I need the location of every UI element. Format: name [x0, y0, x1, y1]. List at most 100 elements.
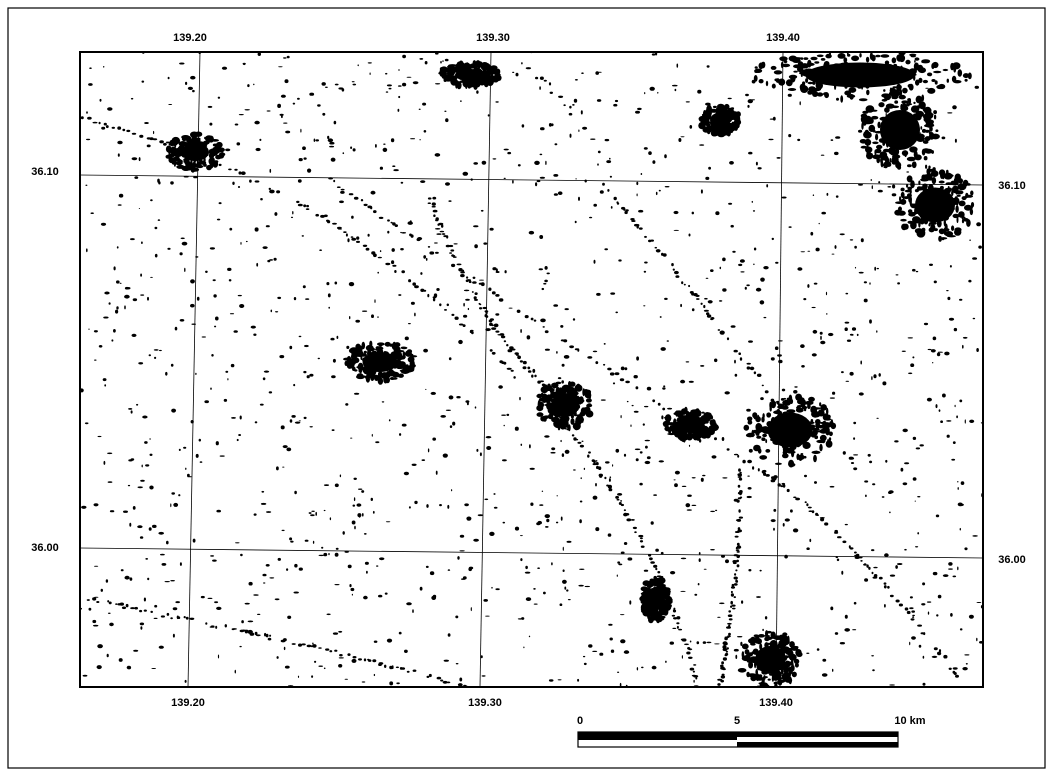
scale-label: 0 — [577, 715, 583, 727]
speckle — [660, 607, 669, 613]
speckle — [107, 600, 109, 602]
speckle — [675, 275, 679, 278]
speckle — [646, 614, 650, 617]
speckle — [471, 331, 474, 334]
speckle — [816, 248, 820, 252]
speckle — [89, 608, 92, 611]
speckle — [253, 84, 254, 86]
speckle — [126, 287, 131, 289]
speckle — [595, 460, 597, 462]
speckle — [225, 624, 227, 627]
speckle — [325, 87, 328, 88]
speckle — [610, 176, 612, 178]
speckle — [820, 435, 827, 441]
speckle — [609, 488, 613, 491]
speckle — [726, 651, 728, 653]
speckle — [133, 650, 138, 652]
speckle — [480, 452, 482, 456]
speckle — [944, 188, 951, 194]
speckle — [112, 127, 115, 129]
speckle — [634, 375, 638, 378]
speckle — [951, 198, 958, 205]
speckle — [287, 56, 290, 59]
speckle — [487, 69, 489, 75]
speckle — [840, 95, 843, 102]
speckle — [420, 272, 422, 275]
speckle — [910, 596, 913, 598]
speckle — [830, 397, 835, 398]
speckle — [750, 367, 755, 371]
speckle — [354, 497, 355, 501]
speckle — [153, 131, 154, 134]
speckle — [812, 451, 821, 454]
speckle — [254, 513, 257, 515]
speckle — [216, 441, 219, 445]
speckle — [704, 298, 708, 300]
speckle — [240, 554, 243, 556]
speckle — [690, 668, 695, 671]
speckle — [911, 636, 916, 639]
speckle — [180, 252, 183, 255]
speckle — [380, 250, 381, 252]
speckle — [635, 449, 641, 451]
speckle — [814, 481, 817, 484]
speckle — [916, 136, 925, 142]
speckle — [772, 675, 774, 680]
speckle — [254, 121, 259, 125]
speckle — [770, 662, 774, 667]
speckle — [562, 453, 564, 457]
speckle — [349, 282, 354, 286]
speckle — [362, 513, 364, 517]
speckle — [758, 468, 760, 471]
speckle — [408, 323, 411, 324]
speckle — [628, 557, 633, 560]
speckle — [706, 412, 709, 419]
speckle — [264, 371, 269, 373]
speckle — [246, 241, 248, 242]
speckle — [304, 417, 307, 419]
speckle — [953, 80, 961, 83]
speckle — [644, 271, 646, 273]
speckle — [204, 400, 209, 403]
speckle — [856, 75, 861, 82]
speckle — [332, 223, 337, 225]
speckle — [543, 592, 546, 595]
speckle — [256, 263, 258, 267]
speckle — [354, 393, 359, 395]
speckle — [722, 477, 727, 478]
speckle — [501, 336, 505, 339]
speckle — [612, 464, 613, 466]
speckle — [378, 257, 382, 259]
speckle — [275, 311, 278, 312]
speckle — [881, 161, 884, 168]
speckle — [959, 201, 966, 207]
speckle — [341, 189, 345, 191]
speckle — [269, 577, 274, 578]
speckle — [139, 135, 143, 138]
speckle — [661, 347, 666, 351]
speckle — [132, 133, 136, 135]
speckle — [450, 76, 458, 80]
speckle — [433, 214, 435, 217]
speckle — [566, 589, 568, 591]
speckle — [398, 96, 400, 98]
speckle — [800, 101, 801, 105]
speckle — [826, 440, 833, 448]
speckle — [407, 77, 412, 78]
speckle — [962, 217, 966, 219]
speckle — [464, 503, 469, 506]
speckle — [663, 604, 667, 607]
speckle — [142, 81, 145, 83]
speckle — [466, 517, 471, 521]
speckle — [572, 434, 575, 436]
speckle — [951, 225, 954, 231]
speckle — [569, 345, 574, 348]
speckle — [111, 339, 113, 341]
speckle — [335, 282, 338, 285]
speckle — [155, 254, 158, 258]
speckle — [644, 406, 648, 407]
speckle — [98, 436, 102, 437]
speckle — [350, 146, 352, 149]
speckle — [878, 70, 882, 77]
speckle — [404, 472, 409, 475]
